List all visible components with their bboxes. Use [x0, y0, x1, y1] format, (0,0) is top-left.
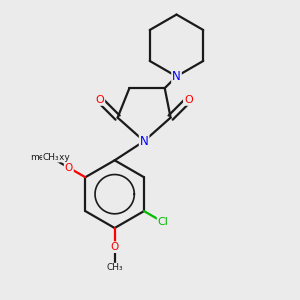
Text: O: O [95, 95, 104, 105]
Text: N: N [140, 135, 148, 148]
Text: CH₃: CH₃ [106, 263, 123, 272]
Text: O: O [184, 95, 193, 105]
Text: N: N [172, 70, 181, 83]
Text: methoxy: methoxy [31, 153, 70, 162]
Text: CH₃: CH₃ [43, 153, 59, 162]
Text: O: O [64, 163, 73, 173]
Text: O: O [110, 242, 119, 252]
Text: Cl: Cl [158, 217, 169, 227]
